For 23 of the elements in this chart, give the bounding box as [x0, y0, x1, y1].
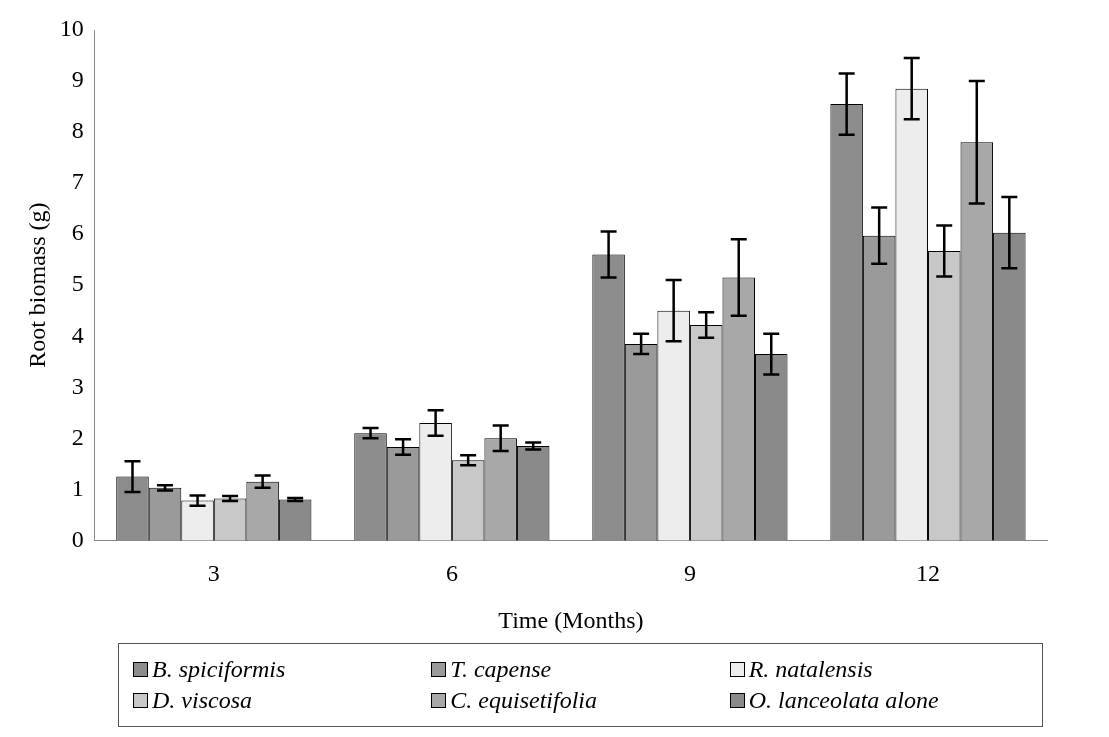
y-tick-label: 9 [71, 66, 84, 93]
legend-label: T. capense [450, 656, 552, 683]
y-tick-label: 3 [71, 372, 84, 399]
y-tick-label: 0 [71, 525, 84, 552]
x-axis-title: Time (Months) [498, 606, 644, 633]
y-tick-label: 8 [71, 117, 84, 144]
y-tick-label: 10 [59, 15, 84, 42]
legend-label: C. equisetifolia [450, 687, 597, 714]
legend-label: D. viscosa [152, 687, 252, 714]
y-tick-label: 7 [71, 168, 84, 195]
legend-label: R. natalensis [748, 656, 873, 683]
y-tick-label: 6 [71, 219, 84, 246]
legend-label: B. spiciformis [152, 656, 286, 683]
y-tick-label: 2 [71, 423, 84, 450]
y-axis-title: Root biomass (g) [23, 202, 50, 368]
y-tick-label: 1 [71, 474, 84, 501]
legend-label: O. lanceolata alone [748, 687, 939, 714]
y-tick-label: 5 [71, 270, 84, 297]
y-tick-label: 4 [71, 321, 84, 348]
x-tick-label: 9 [683, 560, 696, 587]
x-tick-label: 3 [207, 560, 220, 587]
x-tick-label: 6 [445, 560, 458, 587]
x-tick-label: 12 [915, 560, 940, 587]
